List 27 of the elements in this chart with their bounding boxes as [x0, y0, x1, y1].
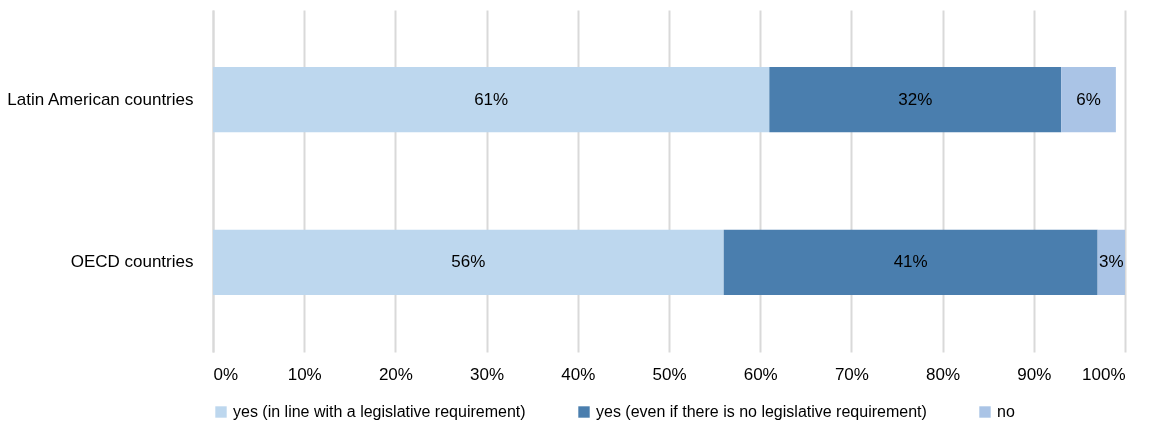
- x-tick-label: 30%: [470, 364, 505, 384]
- legend-label: no: [997, 403, 1015, 420]
- x-tick-label: 90%: [1017, 364, 1052, 384]
- x-tick-label: 60%: [743, 364, 778, 384]
- legend-label: yes (even if there is no legislative requirement): [596, 403, 927, 420]
- data-label: 41%: [893, 252, 928, 272]
- x-tick-label: 50%: [652, 364, 687, 384]
- bar: [769, 67, 1062, 133]
- x-tick-label: 40%: [561, 364, 596, 384]
- bar: [213, 229, 724, 295]
- y-tick-label: OECD countries: [70, 252, 194, 272]
- legend-label: yes (in line with a legislative requirement): [233, 403, 526, 420]
- x-tick-label: 10%: [287, 364, 322, 384]
- data-label: 3%: [1099, 252, 1124, 272]
- x-tick-label: 100%: [1082, 364, 1126, 384]
- x-tick-label: 70%: [834, 364, 869, 384]
- bar: [1061, 67, 1116, 133]
- data-label: 32%: [898, 89, 933, 109]
- bar: [213, 67, 770, 133]
- y-tick-label: Latin American countries: [7, 89, 194, 109]
- x-tick-label: 0%: [213, 364, 239, 384]
- x-tick-label: 80%: [926, 364, 961, 384]
- data-label: 61%: [474, 89, 509, 109]
- bar: [723, 229, 1098, 295]
- data-label: 56%: [451, 252, 486, 272]
- data-label: 6%: [1076, 89, 1101, 109]
- x-tick-label: 20%: [378, 364, 413, 384]
